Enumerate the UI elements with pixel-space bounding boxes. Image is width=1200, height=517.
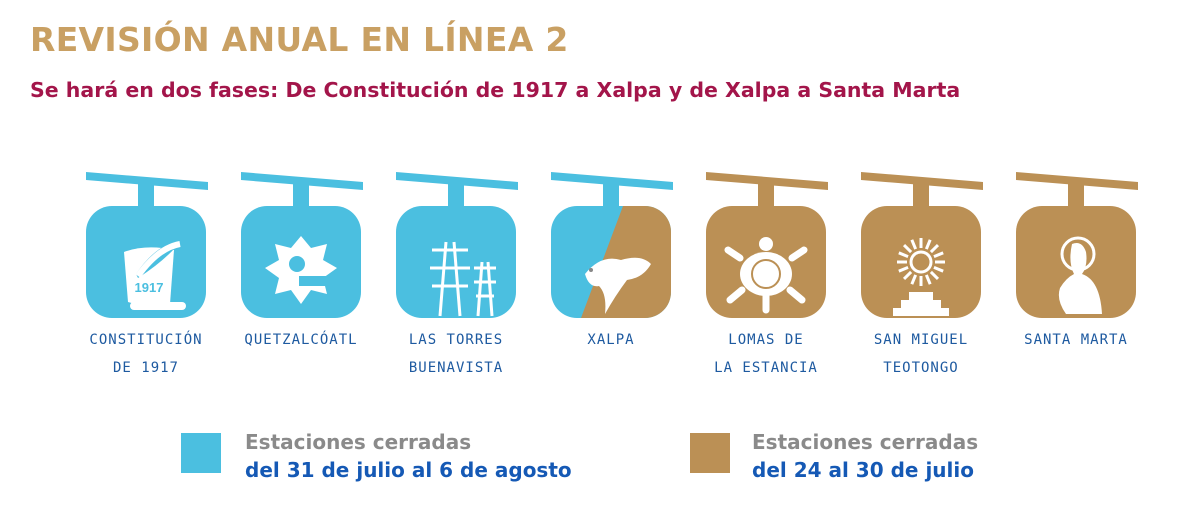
station-xalpa: XALPA	[536, 168, 686, 354]
station-name-line2: DE 1917	[112, 360, 179, 376]
legend-dates: del 31 de julio al 6 de agosto	[245, 458, 572, 482]
station-name-line1: QUETZALCÓATL	[244, 332, 358, 348]
station-name-line2: LA ESTANCIA	[714, 360, 818, 376]
station-name-line1: LAS TORRES	[408, 332, 504, 348]
station-constitución: 1917 CONSTITUCIÓN DE 1917	[71, 168, 221, 382]
legend-label: Estaciones cerradas	[245, 430, 472, 454]
saint-icon	[1016, 172, 1138, 318]
station-lomas-de: LOMAS DE LA ESTANCIA	[691, 168, 841, 382]
station-name-line2: BUENAVISTA	[408, 360, 504, 376]
station-name-line1: SAN MIGUEL	[873, 332, 969, 348]
station-name-line1: LOMAS DE	[728, 332, 804, 348]
svg-text:1917: 1917	[135, 280, 164, 295]
legend-phase2: Estaciones cerradas del 24 al 30 de juli…	[752, 428, 978, 484]
station-san-miguel: SAN MIGUEL TEOTONGO	[846, 168, 996, 382]
legend-dates: del 24 al 30 de julio	[752, 458, 974, 482]
scroll-quill-icon: 1917	[86, 172, 208, 318]
station-name-line1: XALPA	[587, 332, 635, 348]
page-subtitle: Se hará en dos fases: De Constitución de…	[30, 78, 961, 102]
page-title: REVISIÓN ANUAL EN LÍNEA 2	[30, 20, 569, 59]
station-name-line1: CONSTITUCIÓN	[89, 332, 203, 348]
station-quetzalcóatl: QUETZALCÓATL	[226, 168, 376, 354]
serpent-head-icon	[241, 172, 363, 318]
legend-swatch-phase1	[181, 433, 221, 473]
legend-phase1: Estaciones cerradas del 31 de julio al 6…	[245, 428, 572, 484]
station-santa-marta: SANTA MARTA	[1001, 168, 1151, 354]
lizard-icon	[551, 172, 673, 318]
station-las-torres: LAS TORRES BUENAVISTA	[381, 168, 531, 382]
legend-label: Estaciones cerradas	[752, 430, 979, 454]
power-towers-icon	[396, 172, 518, 318]
sun-pyramid-icon	[861, 172, 983, 318]
legend-swatch-phase2	[690, 433, 730, 473]
station-name-line2: TEOTONGO	[883, 360, 959, 376]
turtle-icon	[706, 172, 828, 318]
station-name-line1: SANTA MARTA	[1024, 332, 1128, 348]
